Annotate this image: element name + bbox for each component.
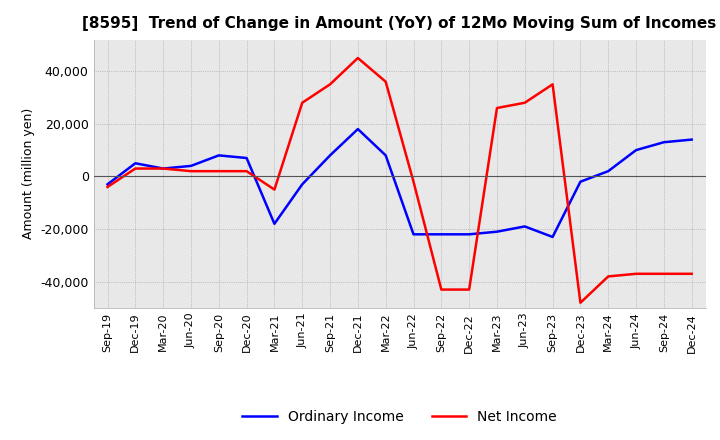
Ordinary Income	[159, 166, 168, 171]
Net Income	[354, 55, 362, 61]
Net Income	[298, 100, 307, 106]
Net Income	[103, 184, 112, 190]
Ordinary Income	[186, 163, 195, 169]
Ordinary Income	[382, 153, 390, 158]
Net Income	[270, 187, 279, 192]
Ordinary Income	[409, 232, 418, 237]
Y-axis label: Amount (million yen): Amount (million yen)	[22, 108, 35, 239]
Net Income	[604, 274, 613, 279]
Net Income	[549, 82, 557, 87]
Ordinary Income	[549, 235, 557, 240]
Line: Net Income: Net Income	[107, 58, 692, 303]
Ordinary Income	[354, 126, 362, 132]
Net Income	[215, 169, 223, 174]
Ordinary Income	[465, 232, 474, 237]
Ordinary Income	[492, 229, 501, 235]
Net Income	[631, 271, 640, 276]
Ordinary Income	[688, 137, 696, 142]
Ordinary Income	[660, 139, 668, 145]
Net Income	[382, 79, 390, 84]
Net Income	[521, 100, 529, 106]
Net Income	[325, 82, 334, 87]
Net Income	[242, 169, 251, 174]
Legend: Ordinary Income, Net Income: Ordinary Income, Net Income	[237, 405, 562, 430]
Net Income	[437, 287, 446, 292]
Net Income	[492, 105, 501, 110]
Ordinary Income	[631, 147, 640, 153]
Ordinary Income	[576, 179, 585, 184]
Net Income	[576, 300, 585, 305]
Net Income	[465, 287, 474, 292]
Ordinary Income	[325, 153, 334, 158]
Net Income	[688, 271, 696, 276]
Ordinary Income	[298, 182, 307, 187]
Ordinary Income	[604, 169, 613, 174]
Ordinary Income	[521, 224, 529, 229]
Net Income	[660, 271, 668, 276]
Ordinary Income	[215, 153, 223, 158]
Ordinary Income	[103, 182, 112, 187]
Title: [8595]  Trend of Change in Amount (YoY) of 12Mo Moving Sum of Incomes: [8595] Trend of Change in Amount (YoY) o…	[83, 16, 716, 32]
Net Income	[159, 166, 168, 171]
Net Income	[409, 179, 418, 184]
Ordinary Income	[437, 232, 446, 237]
Line: Ordinary Income: Ordinary Income	[107, 129, 692, 237]
Ordinary Income	[270, 221, 279, 227]
Ordinary Income	[131, 161, 140, 166]
Net Income	[131, 166, 140, 171]
Ordinary Income	[242, 155, 251, 161]
Net Income	[186, 169, 195, 174]
